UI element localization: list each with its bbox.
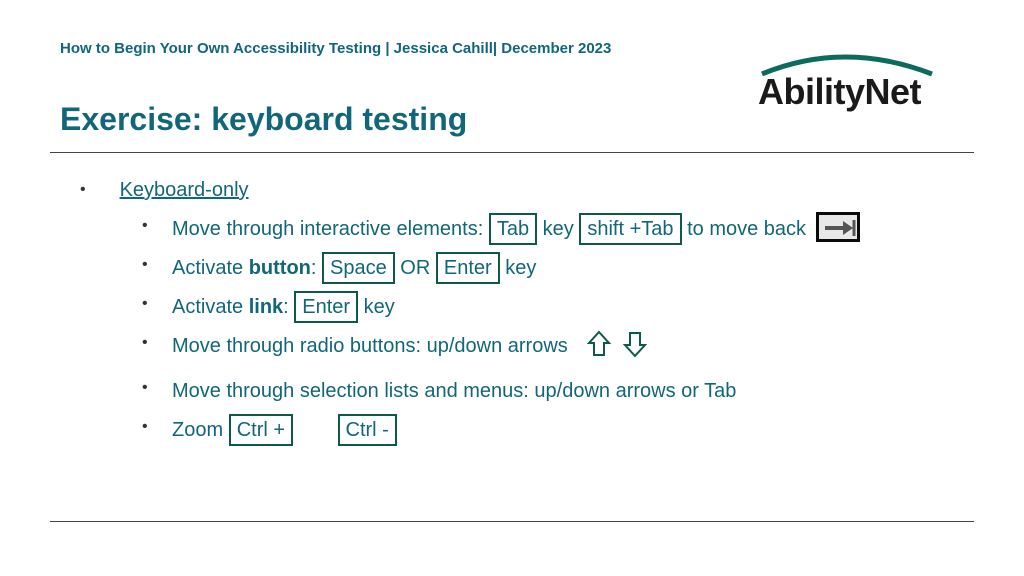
key-enter: Enter xyxy=(294,291,358,323)
key-ctrl-minus: Ctrl - xyxy=(338,414,397,446)
text-segment: Activate xyxy=(172,257,249,279)
list-item: Move through interactive elements: Tab k… xyxy=(142,210,964,249)
arrow-up-icon xyxy=(586,330,612,372)
list-item: Move through selection lists and menus: … xyxy=(142,372,964,411)
slide: How to Begin Your Own Accessibility Test… xyxy=(0,0,1024,576)
text-segment: key xyxy=(364,296,395,318)
key-space: Space xyxy=(322,252,395,284)
text-segment: : xyxy=(311,257,317,279)
list-item: Zoom Ctrl + Ctrl - xyxy=(142,411,964,450)
key-shift-tab: shift +Tab xyxy=(579,213,681,245)
text-segment xyxy=(299,419,332,441)
text-segment: OR xyxy=(400,257,430,279)
logo-wordmark: AbilityNet xyxy=(758,71,922,112)
text-segment: key xyxy=(543,218,574,240)
key-ctrl-plus: Ctrl + xyxy=(229,414,293,446)
arrow-down-icon xyxy=(622,330,648,372)
text-segment: key xyxy=(505,257,536,279)
slide-content: Keyboard-only Move through interactive e… xyxy=(60,153,964,450)
list-item: Move through radio buttons: up/down arro… xyxy=(142,327,964,372)
bottom-divider xyxy=(50,521,974,522)
bold-word: button xyxy=(249,257,311,279)
list-item: Activate link: Enter key xyxy=(142,288,964,327)
key-tab: Tab xyxy=(489,213,537,245)
list-heading: Keyboard-only xyxy=(120,179,249,201)
text-segment: : xyxy=(283,296,289,318)
tab-key-icon xyxy=(816,212,860,242)
text-segment: Move through selection lists and menus: … xyxy=(172,380,736,402)
text-segment: Move through radio buttons: up/down arro… xyxy=(172,335,568,357)
bold-word: link xyxy=(249,296,283,318)
key-enter: Enter xyxy=(436,252,500,284)
text-segment: Activate xyxy=(172,296,249,318)
text-segment: Zoom xyxy=(172,419,229,441)
list-item: Activate button: Space OR Enter key xyxy=(142,249,964,288)
abilitynet-logo: AbilityNet xyxy=(744,48,954,117)
text-segment: Move through interactive elements: xyxy=(172,218,483,240)
text-segment: to move back xyxy=(687,218,806,240)
